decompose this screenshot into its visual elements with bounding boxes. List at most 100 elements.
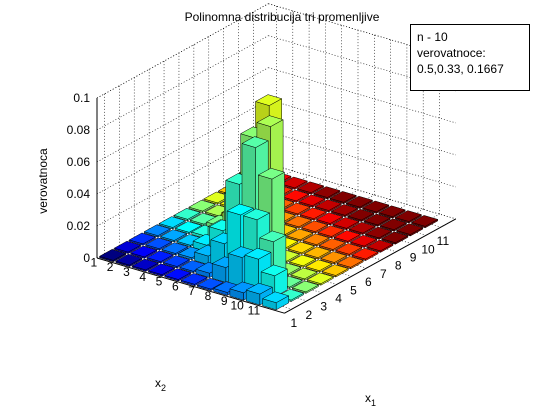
bar-face-top [315, 212, 344, 224]
x2-tick-label: 9 [221, 294, 228, 308]
legend-line-probs: 0.5,0.33, 0.1667 [417, 62, 504, 76]
bar-face-top [366, 239, 394, 252]
bar [283, 202, 311, 216]
x2-tick-label: 3 [123, 265, 130, 279]
bar-face-top [256, 115, 284, 127]
bar-face-top [162, 255, 191, 267]
bar [345, 195, 374, 210]
x1-tick-label: 5 [350, 283, 357, 297]
bar [98, 249, 127, 263]
bar-face-top [283, 202, 311, 215]
bar [320, 251, 348, 265]
bar-face-top [378, 205, 406, 217]
bar-face-top [144, 237, 173, 249]
bar-face-top [173, 208, 201, 220]
bar-face-top [131, 258, 159, 271]
bar [146, 250, 174, 264]
bar [330, 204, 359, 218]
bar [305, 259, 333, 273]
bar-face-top [287, 241, 315, 254]
bar-face-top [281, 189, 310, 202]
bar [291, 280, 320, 294]
bar [303, 246, 332, 260]
bar [300, 220, 329, 234]
bar-face-top [143, 224, 172, 236]
bar [298, 194, 326, 208]
bar-face-top [347, 208, 375, 221]
grid-line [96, 35, 269, 131]
bar [410, 215, 439, 229]
x2-tick-label: 7 [188, 284, 195, 298]
bar [284, 215, 313, 229]
bar [366, 239, 394, 253]
bar [158, 216, 186, 230]
bar-face-top [299, 207, 328, 219]
z-tick-label: 0.04 [67, 187, 91, 201]
bar [379, 218, 408, 232]
bar-face-top [330, 204, 359, 216]
bar-face-top [98, 249, 127, 261]
x2-tick-label: 4 [139, 270, 146, 284]
x1-tick-label: 8 [395, 259, 402, 273]
legend-line-n: n - 10 [417, 30, 448, 44]
bar-face-top [394, 210, 423, 222]
bar [381, 231, 409, 245]
bar-face-top [284, 215, 313, 228]
bar-face-top [242, 208, 271, 221]
bar [333, 230, 362, 244]
bar-face-top [115, 253, 143, 266]
bar [144, 237, 173, 251]
x2-axis-line [96, 257, 285, 314]
bar-face-top [261, 291, 290, 303]
bar [147, 263, 176, 277]
z-tick-label: 0.02 [67, 219, 91, 233]
bar-face-top [128, 232, 157, 245]
bar [306, 272, 335, 286]
bar [395, 223, 424, 237]
bar [296, 181, 325, 195]
grid-line [96, 99, 269, 195]
grid-line [96, 67, 269, 163]
bar-face-top [296, 181, 325, 193]
bar [361, 200, 390, 214]
x1-tick-label: 2 [305, 308, 312, 322]
chart-title: Polinomna distribucija tri promenljive [185, 10, 380, 24]
bar-face-top [130, 245, 158, 258]
bar [332, 217, 360, 231]
bar-face-top [317, 225, 345, 237]
bar-face-top [286, 228, 314, 241]
bar [314, 199, 342, 213]
bar [329, 191, 357, 205]
bar [318, 238, 347, 252]
bar [113, 240, 142, 255]
x1-tick-label: 4 [335, 292, 342, 306]
bar [280, 176, 308, 190]
x2-tick-label: 5 [156, 275, 163, 289]
grid-line [268, 67, 456, 124]
tick-labels: 00.020.040.060.080.11 2 3 4 5 6 7 8 9 10 111234567… [67, 91, 450, 330]
bar [159, 229, 188, 243]
bar-face-top [241, 136, 269, 148]
bar [115, 253, 143, 268]
bar-face-top [180, 273, 208, 285]
bar-face-top [164, 268, 192, 280]
x2-tick-label: 1 [90, 255, 97, 269]
x1-axis-label: x1 [365, 391, 376, 408]
x1-tick-label: 7 [380, 267, 387, 281]
bar [317, 225, 345, 239]
bar [299, 207, 328, 221]
box-edge [96, 3, 269, 99]
bar [290, 267, 318, 281]
bar-face-top [351, 247, 379, 260]
x2-tick-label: 10 [230, 299, 244, 313]
bar-face-top [259, 230, 287, 243]
bar [173, 208, 201, 222]
bar-face-top [300, 220, 329, 232]
bar [286, 228, 314, 242]
bar-face-top [298, 194, 326, 206]
floor-grid-line [268, 163, 456, 220]
x1-axis-line [284, 218, 457, 314]
bar [143, 224, 172, 238]
bar-face-top [290, 267, 318, 280]
